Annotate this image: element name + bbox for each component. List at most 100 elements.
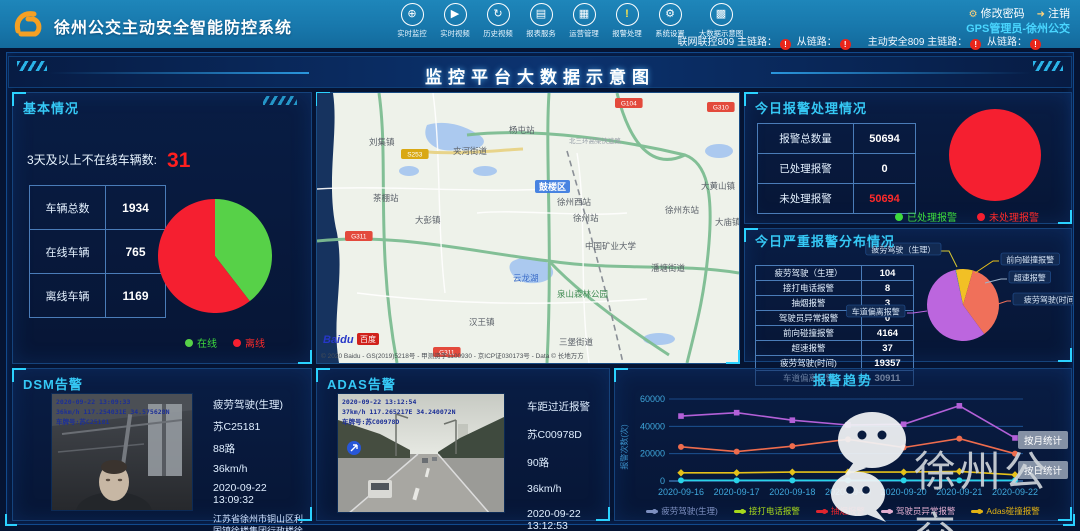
list-item: 88路 <box>213 443 236 455</box>
pie-slice[interactable] <box>949 109 1041 201</box>
adas-camera-photo[interactable]: 2020-09-22 13:12:54 37km/h 117.265217E 34… <box>337 393 505 513</box>
chart-title: 报警趋势 <box>813 373 873 388</box>
panel-alarm-today: 今日报警处理情况 报警总数量 50694 已处理报警 0 未处理报警 50694 已处理报… <box>744 92 1072 224</box>
list-item: 车牌号:苏C25181 <box>56 418 110 427</box>
data-point[interactable] <box>677 469 685 477</box>
callout-label-bg <box>1000 252 1060 266</box>
nav-item-report-service[interactable]: ▤ 报表服务 <box>521 3 561 39</box>
nav-item-realtime-video[interactable]: ▶ 实时视频 <box>435 3 475 39</box>
pie-slice[interactable] <box>926 269 985 342</box>
data-point[interactable] <box>788 468 797 476</box>
data-point[interactable] <box>1012 435 1018 441</box>
data-point[interactable] <box>733 477 740 484</box>
data-point[interactable] <box>845 436 851 443</box>
legend-label: 在线 <box>197 339 217 350</box>
svg-text:S253: S253 <box>407 152 423 159</box>
railway <box>566 150 624 363</box>
data-point[interactable] <box>733 448 740 455</box>
status-segment-name: 主动安全809 <box>867 37 925 48</box>
data-point[interactable] <box>844 468 852 476</box>
frame-corner <box>5 514 17 526</box>
data-point[interactable] <box>845 422 851 428</box>
map-label: 中国矿业大学 <box>585 241 637 251</box>
data-point[interactable] <box>678 413 684 419</box>
legend-item[interactable]: 驾驶员异常报警 <box>880 505 955 517</box>
adas-detail-list: 车距过近报警 苏C00978D 90路 36km/h 2020-09-22 13:12:… <box>527 399 617 531</box>
legend-item[interactable]: 离线 <box>233 335 265 350</box>
link-alert-icon: ! <box>970 39 982 50</box>
data-point[interactable] <box>1012 477 1018 484</box>
data-point[interactable] <box>678 443 684 450</box>
data-point[interactable] <box>956 435 963 442</box>
alarm-pie <box>949 109 1041 201</box>
row-label: 车辆总数 <box>29 185 106 230</box>
nav-item-system-settings[interactable]: ⚙ 系统设置 <box>650 3 690 39</box>
monthly-stats-button[interactable]: 按月统计 <box>1017 431 1068 449</box>
pie-slice[interactable] <box>955 269 974 305</box>
legend-item[interactable]: Adas碰撞报警 <box>971 505 1040 517</box>
map-label: 徐州站 <box>573 213 599 223</box>
pie-slice[interactable] <box>158 199 250 313</box>
title-deco-slashes <box>1033 61 1063 71</box>
data-point[interactable] <box>789 417 796 423</box>
data-point[interactable] <box>956 403 963 409</box>
legend-item[interactable]: 未处理报警 <box>977 209 1039 224</box>
map-attribution: © 2020 Baidu - GS(2019)5218号 - 甲测资字11009… <box>321 351 584 360</box>
nav-item-alarm-handle[interactable]: ! 报警处理 <box>607 3 647 39</box>
data-point[interactable] <box>732 469 741 477</box>
list-item: 36km/h 117.254031E 34.575628N <box>56 408 170 417</box>
logout-link[interactable]: ➜ 注销 <box>1036 8 1070 20</box>
list-item: 90路 <box>527 457 550 469</box>
data-point[interactable] <box>678 477 684 484</box>
user-links: ⚙ 修改密码 ➜ 注销 <box>969 5 1070 21</box>
data-point[interactable] <box>900 477 907 484</box>
panel-map[interactable]: G104 G310 G311 G311 S253 刘集镇 杨屯站 夹河街道 北三环高架快速路 茶棚… <box>316 92 740 364</box>
data-point[interactable] <box>955 467 964 476</box>
page-title-bar: 监控平台大数据示意图 <box>8 56 1072 88</box>
daily-stats-button[interactable]: 按日统计 <box>1017 461 1068 479</box>
y-axis-label: 报警次数(次) <box>619 424 629 470</box>
data-point[interactable] <box>733 409 740 416</box>
pie-slice[interactable] <box>955 269 963 305</box>
data-point[interactable] <box>956 477 963 484</box>
pie-slice[interactable] <box>215 199 273 302</box>
legend-item[interactable]: 在线 <box>185 335 217 350</box>
legend-label: 接打电话报警 <box>748 506 800 516</box>
callout-line <box>974 260 999 274</box>
panel-alarm-trend: 报警趋势 报警次数(次) 0 20000 40000 60000 2020-09-16 202… <box>614 368 1072 521</box>
nav-item-realtime-monitor[interactable]: ⊕ 实时监控 <box>392 3 432 39</box>
callout-line <box>941 250 958 268</box>
data-point[interactable] <box>900 421 907 428</box>
nav-label: 报警处理 <box>612 29 642 38</box>
nav-item-operation-mgmt[interactable]: ▦ 运营管理 <box>564 3 604 39</box>
road-badge <box>401 149 429 159</box>
map-label: 北三环高架快速路 <box>569 136 622 145</box>
data-point[interactable] <box>845 477 851 484</box>
data-point[interactable] <box>899 468 908 476</box>
pie-slice[interactable] <box>963 270 1000 335</box>
data-point[interactable] <box>1012 450 1018 457</box>
legend-item[interactable]: 接打电话报警 <box>733 505 800 517</box>
nav-label: 运营管理 <box>569 29 599 38</box>
link-alert-icon: ! <box>1030 39 1041 50</box>
data-point[interactable] <box>789 443 796 450</box>
legend-item[interactable]: 疲劳驾驶(生理) <box>646 505 718 517</box>
dsm-camera-photo[interactable]: 2020-09-22 13:09:33 36km/h 117.254031E 34… <box>51 393 193 511</box>
logout-icon: ➜ <box>1036 9 1045 20</box>
change-password-link[interactable]: ⚙ 修改密码 <box>968 8 1025 20</box>
legend-dot-icon <box>821 508 827 514</box>
data-point[interactable] <box>900 444 907 451</box>
status-segment-name: 联网联控809 <box>677 37 735 48</box>
legend-item[interactable]: 抽烟报警 <box>815 505 865 517</box>
dsm-photo-overlay: 2020-09-22 13:09:33 36km/h 117.254031E 34… <box>56 397 170 427</box>
pie-slice[interactable] <box>955 269 963 305</box>
legend-item[interactable]: 已处理报警 <box>895 209 957 224</box>
y-tick: 60000 <box>640 394 665 404</box>
status-link-label: 从链路： <box>984 37 1027 48</box>
nav-item-history-video[interactable]: ↻ 历史视频 <box>478 3 518 39</box>
data-point[interactable] <box>789 477 796 484</box>
legend-dot-icon <box>652 508 658 514</box>
nav-item-bigdata-view[interactable]: ▩ 大数据示意图 <box>693 3 749 39</box>
